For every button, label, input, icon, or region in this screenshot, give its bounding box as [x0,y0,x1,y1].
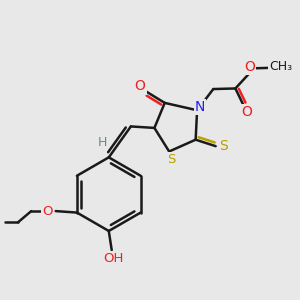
Text: OH: OH [103,252,123,265]
Text: S: S [219,139,228,153]
Text: O: O [135,80,146,93]
Text: S: S [167,153,176,166]
Text: N: N [195,100,205,114]
Text: O: O [241,105,252,119]
Text: H: H [98,136,107,148]
Text: O: O [42,205,53,218]
Text: CH₃: CH₃ [269,60,292,73]
Text: O: O [244,60,255,74]
